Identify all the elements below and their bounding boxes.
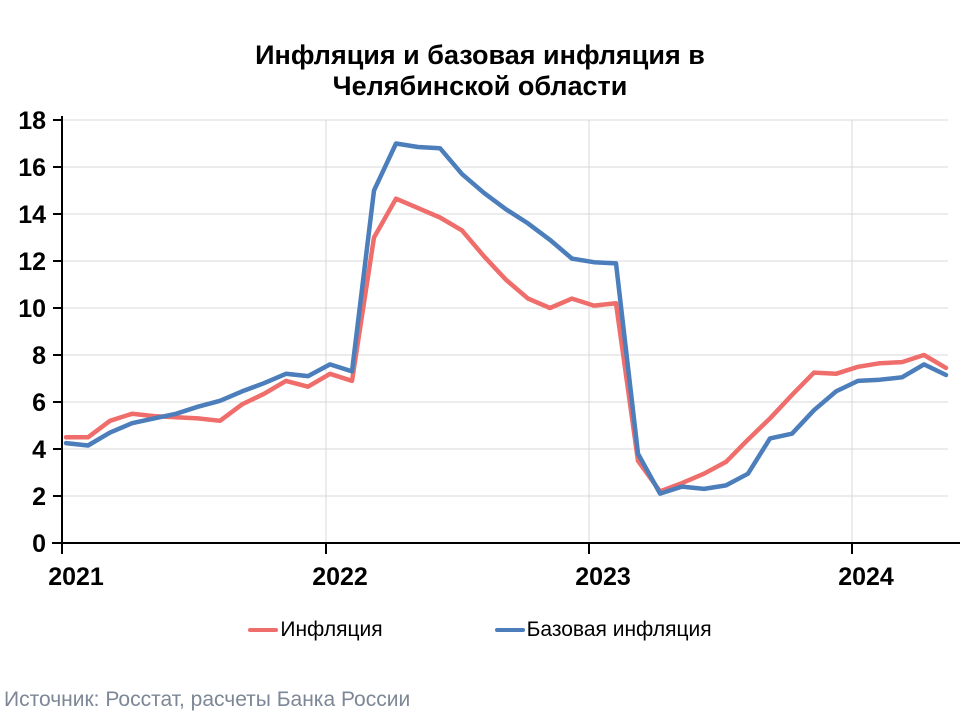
x-tick-label: 2023 xyxy=(575,563,631,591)
y-tick-label: 18 xyxy=(18,107,46,135)
x-tick-label: 2021 xyxy=(48,563,104,591)
y-tick-label: 10 xyxy=(18,295,46,323)
y-tick-label: 6 xyxy=(32,389,46,417)
chart-title-text: Инфляция и базовая инфляция в Челябинско… xyxy=(255,40,705,101)
series-line xyxy=(63,196,949,494)
legend-label-core-inflation: Базовая инфляция xyxy=(526,618,712,641)
y-tick-label: 12 xyxy=(18,248,46,276)
y-tick-label: 2 xyxy=(32,483,46,511)
source-note: Источник: Росстат, расчеты Банка России xyxy=(4,688,411,711)
y-tick-label: 16 xyxy=(18,154,46,182)
core-inflation-line-swatch-icon xyxy=(494,628,525,632)
x-tick-label: 2022 xyxy=(312,563,368,591)
legend-item-inflation: Инфляция xyxy=(248,618,383,642)
y-tick-label: 8 xyxy=(32,342,46,370)
inflation-line-swatch-icon xyxy=(248,628,279,632)
chart-legend: Инфляция Базовая инфляция xyxy=(0,618,960,642)
x-tick-label: 2024 xyxy=(838,563,894,591)
chart-title: Инфляция и базовая инфляция в Челябинско… xyxy=(0,40,960,102)
legend-item-core-inflation: Базовая инфляция xyxy=(494,618,712,642)
series-line xyxy=(63,141,949,496)
y-tick-label: 4 xyxy=(32,436,46,464)
legend-label-inflation: Инфляция xyxy=(280,618,383,641)
y-tick-label: 14 xyxy=(18,201,46,229)
y-tick-label: 0 xyxy=(32,530,46,558)
